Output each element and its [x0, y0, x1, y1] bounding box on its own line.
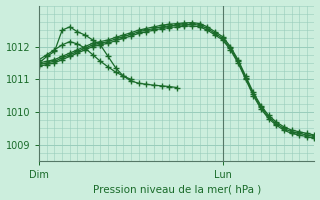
X-axis label: Pression niveau de la mer( hPa ): Pression niveau de la mer( hPa )	[93, 184, 261, 194]
